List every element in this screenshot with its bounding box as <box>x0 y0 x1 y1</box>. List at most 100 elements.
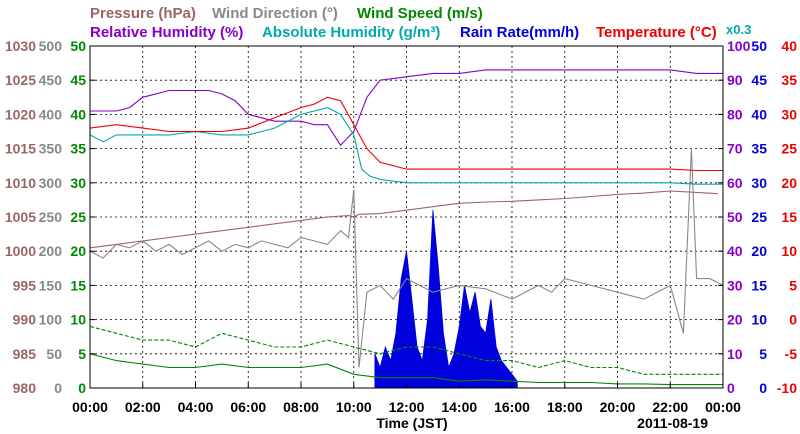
date-label: 2011-08-19 <box>637 415 708 431</box>
tick-label-rain-rate: 50 <box>751 38 767 54</box>
tick-label-pressure: 1030 <box>5 38 36 54</box>
rain-rate-area <box>374 210 518 388</box>
tick-label-pressure: 1010 <box>5 175 36 191</box>
tick-label-wind-direction: 300 <box>39 175 63 191</box>
legend-absolute-humidity: Absolute Humidity (g/m³) <box>262 24 440 41</box>
tick-label-rain-rate: 0 <box>759 380 767 396</box>
x-tick-label: 08:00 <box>283 399 319 415</box>
series-line-absolute-humidity <box>90 107 723 185</box>
tick-label-wind-direction: 150 <box>39 277 63 293</box>
tick-label-wind-direction: 50 <box>46 346 62 362</box>
tick-label-rain-rate: 45 <box>751 72 767 88</box>
x-tick-label: 10:00 <box>336 399 372 415</box>
tick-label-temperature: 40 <box>781 38 797 54</box>
tick-label-relative-humidity: 70 <box>727 141 743 157</box>
tick-label-wind-speed: 25 <box>70 209 86 225</box>
series-line-relative-humidity <box>90 69 723 147</box>
legend-temperature: Temperature (°C) <box>596 24 717 41</box>
tick-label-pressure: 995 <box>13 277 37 293</box>
tick-label-wind-direction: 400 <box>39 106 63 122</box>
legend-relative-humidity: Relative Humidity (%) <box>90 24 243 41</box>
tick-label-wind-speed: 10 <box>70 312 86 328</box>
tick-label-relative-humidity: 40 <box>727 243 743 259</box>
x-tick-label: 04:00 <box>178 399 214 415</box>
x-tick-label: 14:00 <box>441 399 477 415</box>
tick-label-temperature: 5 <box>789 277 797 293</box>
tick-label-rain-rate: 30 <box>751 175 767 191</box>
tick-label-wind-direction: 450 <box>39 72 63 88</box>
tick-label-temperature: 20 <box>781 175 797 191</box>
tick-label-temperature: 30 <box>781 106 797 122</box>
x-tick-label: 00:00 <box>705 399 741 415</box>
tick-label-pressure: 1005 <box>5 209 36 225</box>
tick-label-pressure: 985 <box>13 346 37 362</box>
tick-label-relative-humidity: 30 <box>727 277 743 293</box>
tick-label-relative-humidity: 80 <box>727 106 743 122</box>
tick-label-temperature: -5 <box>785 346 798 362</box>
tick-label-wind-speed: 35 <box>70 141 86 157</box>
tick-label-rain-rate: 20 <box>751 243 767 259</box>
x-tick-label: 12:00 <box>389 399 425 415</box>
series-line-wind-direction <box>90 148 723 368</box>
tick-label-temperature: 15 <box>781 209 797 225</box>
series-line-pressure <box>90 190 718 249</box>
tick-label-rain-rate: 35 <box>751 141 767 157</box>
series-line-temperature <box>90 96 723 172</box>
x-tick-label: 20:00 <box>600 399 636 415</box>
tick-label-wind-direction: 500 <box>39 38 63 54</box>
legend-rain-rate: Rain Rate(mm/h) <box>460 24 579 41</box>
x-axis-label: Time (JST) <box>376 415 447 431</box>
tick-label-wind-speed: 45 <box>70 72 86 88</box>
tick-label-rain-rate: 10 <box>751 312 767 328</box>
rain-scale-note: x0.3 <box>726 22 751 37</box>
tick-label-wind-speed: 15 <box>70 277 86 293</box>
tick-label-temperature: 35 <box>781 72 797 88</box>
tick-label-relative-humidity: 60 <box>727 175 743 191</box>
tick-label-wind-direction: 250 <box>39 209 63 225</box>
x-tick-label: 18:00 <box>547 399 583 415</box>
x-tick-label: 22:00 <box>652 399 688 415</box>
tick-label-pressure: 1000 <box>5 243 36 259</box>
tick-label-relative-humidity: 0 <box>727 380 735 396</box>
series-group <box>90 69 723 388</box>
tick-label-relative-humidity: 20 <box>727 312 743 328</box>
tick-label-temperature: -10 <box>777 380 797 396</box>
tick-label-relative-humidity: 50 <box>727 209 743 225</box>
legend-pressure: Pressure (hPa) <box>90 5 196 22</box>
x-tick-label: 02:00 <box>125 399 161 415</box>
tick-label-wind-speed: 50 <box>70 38 86 54</box>
tick-label-pressure: 990 <box>13 312 37 328</box>
tick-label-temperature: 0 <box>789 312 797 328</box>
tick-label-temperature: 10 <box>781 243 797 259</box>
tick-label-relative-humidity: 90 <box>727 72 743 88</box>
tick-label-relative-humidity: 10 <box>727 346 743 362</box>
tick-label-wind-direction: 350 <box>39 141 63 157</box>
tick-label-pressure: 980 <box>13 380 37 396</box>
legend-wind-speed: Wind Speed (m/s) <box>357 5 483 22</box>
legend-wind-direction: Wind Direction (°) <box>212 5 338 22</box>
tick-label-wind-direction: 100 <box>39 312 63 328</box>
tick-label-wind-direction: 0 <box>54 380 62 396</box>
tick-label-pressure: 1020 <box>5 106 36 122</box>
tick-label-wind-speed: 0 <box>78 380 86 396</box>
x-tick-label: 06:00 <box>230 399 266 415</box>
tick-label-temperature: 25 <box>781 141 797 157</box>
tick-label-wind-speed: 30 <box>70 175 86 191</box>
x-tick-label: 16:00 <box>494 399 530 415</box>
series-line-wind-speed-max <box>90 325 723 375</box>
tick-label-rain-rate: 15 <box>751 277 767 293</box>
legend: Pressure (hPa) Wind Direction (°) Wind Spe… <box>90 5 717 41</box>
tick-label-wind-speed: 20 <box>70 243 86 259</box>
tick-label-rain-rate: 40 <box>751 106 767 122</box>
tick-label-rain-rate: 25 <box>751 209 767 225</box>
tick-label-wind-speed: 5 <box>78 346 86 362</box>
tick-label-relative-humidity: 100 <box>727 38 751 54</box>
tick-label-rain-rate: 5 <box>759 346 767 362</box>
tick-label-pressure: 1015 <box>5 141 36 157</box>
tick-label-pressure: 1025 <box>5 72 36 88</box>
axes-group: 1030102510201015101010051000995990985980… <box>5 38 797 415</box>
x-tick-label: 00:00 <box>72 399 108 415</box>
tick-label-wind-speed: 40 <box>70 106 86 122</box>
tick-label-wind-direction: 200 <box>39 243 63 259</box>
